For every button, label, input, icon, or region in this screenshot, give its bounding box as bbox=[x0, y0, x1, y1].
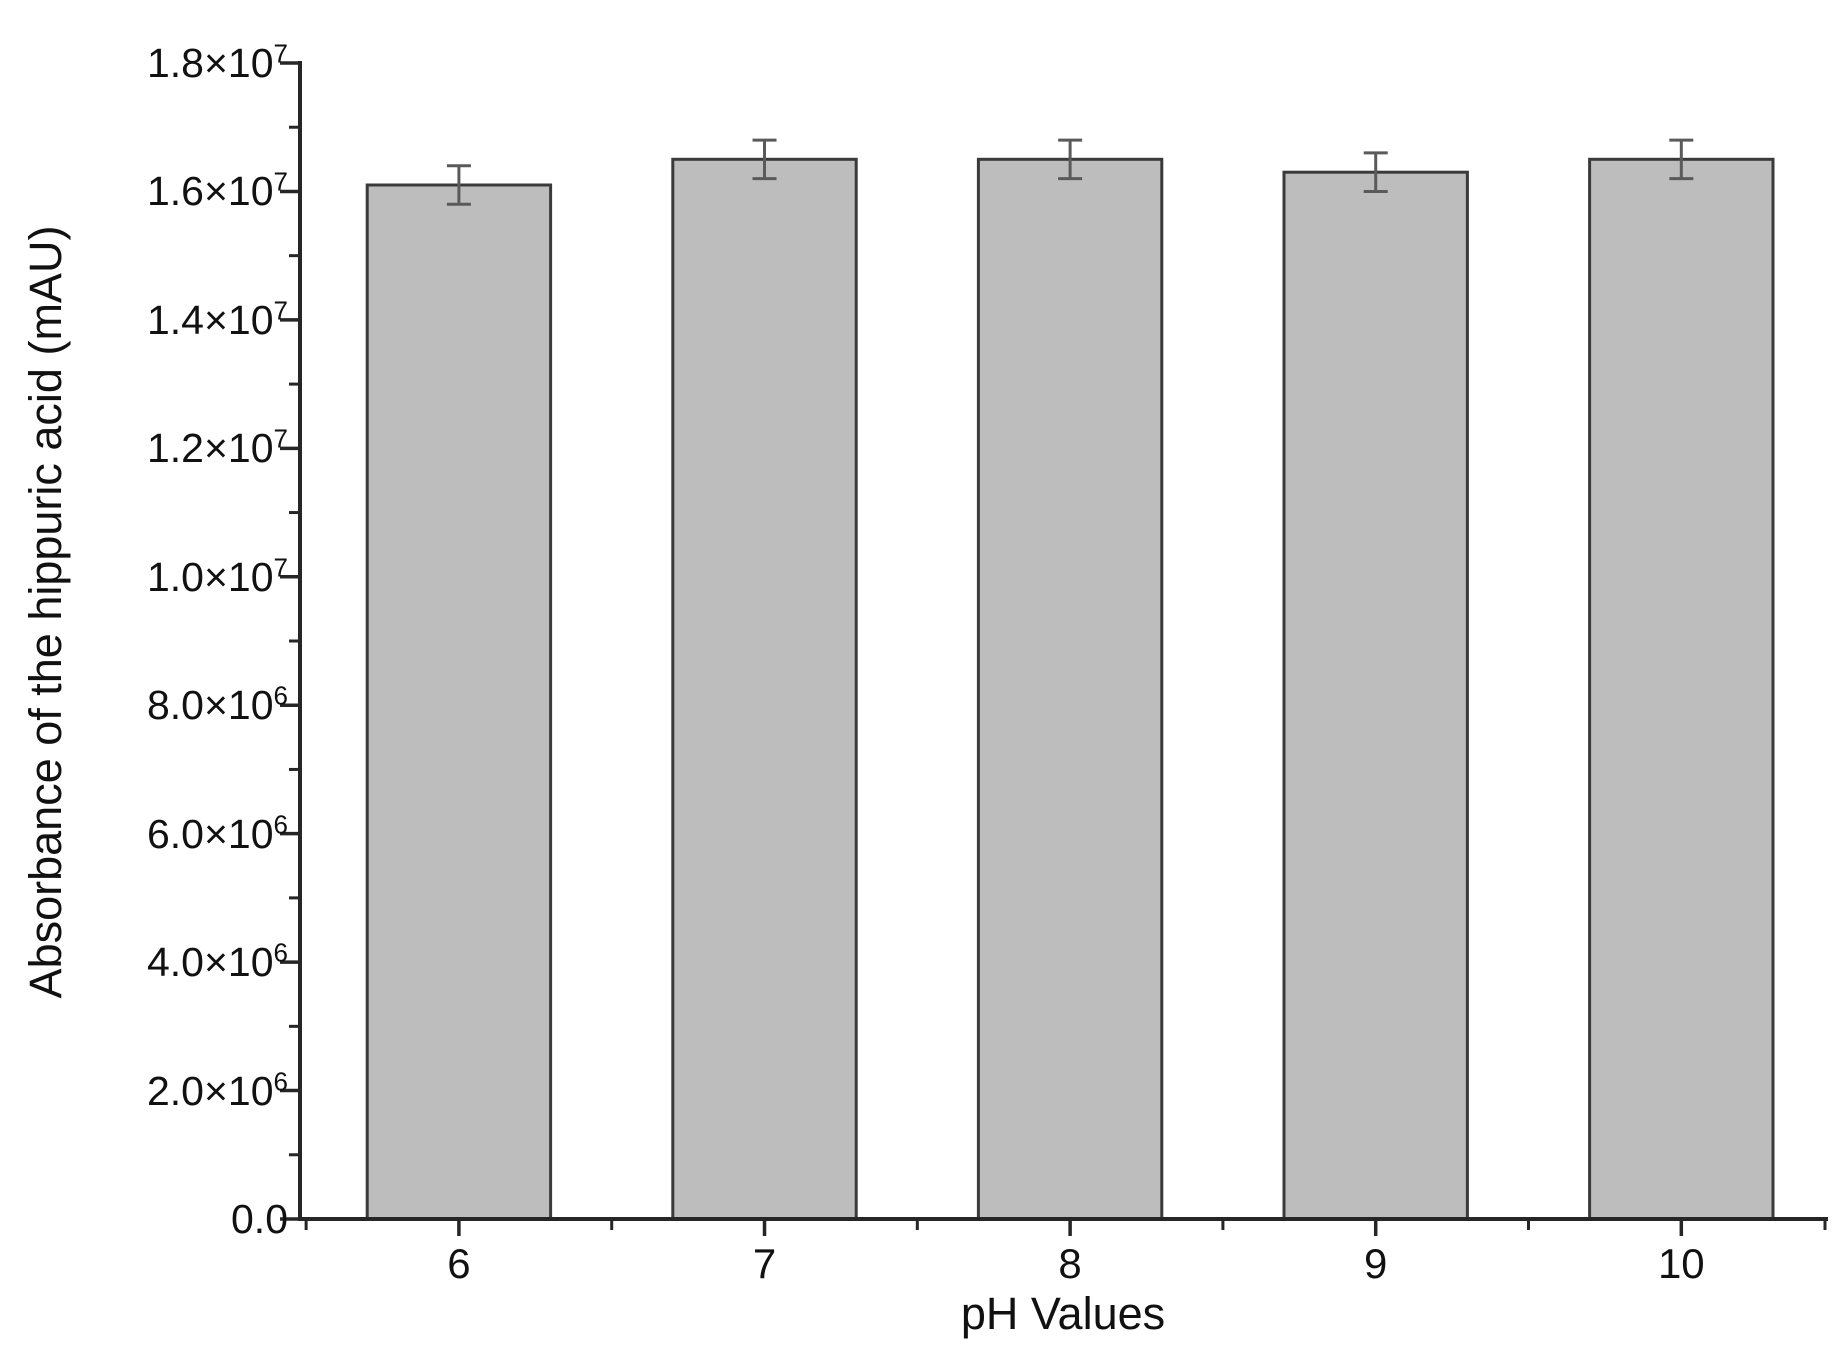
y-axis-tick-label: 6.0×106 bbox=[146, 809, 288, 857]
bar-ph-9 bbox=[1282, 170, 1469, 1221]
y-axis-tick-label: 2.0×106 bbox=[146, 1065, 288, 1114]
x-axis-tick-label: 10 bbox=[1657, 1240, 1705, 1287]
bar-ph-10 bbox=[1588, 157, 1775, 1221]
y-axis-tick-label: 1.0×107 bbox=[146, 552, 288, 600]
x-axis-tick-label: 9 bbox=[1364, 1240, 1388, 1287]
x-axis-tick-label: 8 bbox=[1058, 1240, 1082, 1287]
bar-ph-7 bbox=[671, 157, 858, 1221]
bar-ph-6 bbox=[365, 183, 553, 1221]
x-axis-tick-label: 6 bbox=[447, 1240, 471, 1287]
bar-ph-8 bbox=[976, 157, 1164, 1221]
y-axis-tick-label: 0.0 bbox=[231, 1196, 288, 1242]
x-axis-tick-label: 7 bbox=[752, 1240, 777, 1287]
y-axis-tick-label: 1.4×107 bbox=[146, 295, 288, 343]
y-axis-tick-label: 8.0×106 bbox=[146, 680, 288, 729]
y-axis-tick-label: 1.2×107 bbox=[146, 423, 288, 472]
x-axis-title: pH Values bbox=[960, 1288, 1166, 1339]
y-axis-title: Absorbance of the hippuric acid (mAU) bbox=[20, 225, 71, 999]
y-axis-tick-label: 1.6×107 bbox=[146, 166, 288, 215]
y-axis-tick-label: 1.8×107 bbox=[146, 38, 288, 86]
y-axis-tick-label: 4.0×106 bbox=[146, 937, 288, 986]
